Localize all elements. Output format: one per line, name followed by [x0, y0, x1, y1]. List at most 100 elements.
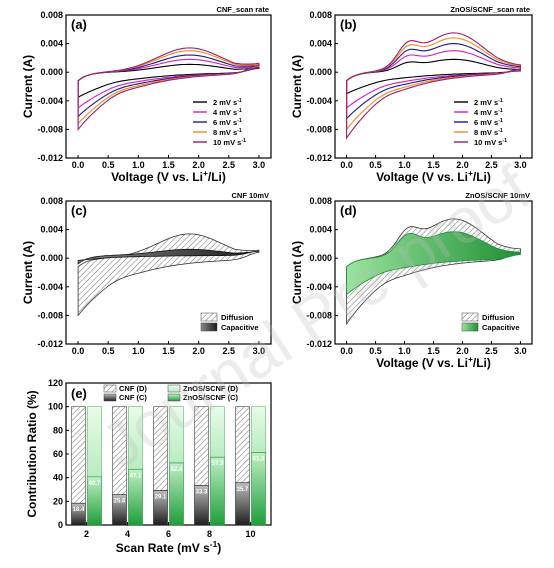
capacitive-area: [346, 231, 521, 296]
panel-a: 0.0 0.5 1.0 1.5 2.0 2.5 3.0 0.008 0.004 0.000 -0.0…: [21, 5, 272, 184]
legend-label: 8 mV s-1: [213, 128, 242, 137]
y-axis-label: Current (A): [290, 55, 304, 118]
y-axis-label: Current (A): [290, 241, 304, 304]
panel-label: (d): [340, 203, 357, 218]
bar-value-label: 61.3: [253, 456, 265, 462]
y-tick-label: -0.008: [37, 310, 63, 320]
x-tick-label: 1.5: [162, 346, 175, 356]
y-tick-label: 0: [58, 520, 63, 530]
plot-frame: [65, 14, 272, 159]
cv-series-line: [77, 50, 260, 126]
x-tick-label: 0.5: [369, 346, 382, 356]
legend-label: CNF (C): [119, 393, 147, 402]
legend-label: Diffusion: [221, 313, 254, 322]
cv-series-line: [77, 54, 260, 118]
legend-label: 4 mV s-1: [474, 108, 503, 117]
bar-cnf-capacitive: [71, 502, 86, 526]
panel-label: (b): [340, 17, 357, 32]
x-tick-label: 1.0: [398, 346, 411, 356]
y-tick-label: -0.012: [306, 153, 332, 163]
bar-value-label: 57.3: [212, 461, 224, 467]
x-tick-label: 1.0: [398, 160, 411, 170]
panel-title: CNF 10mV: [231, 191, 269, 200]
bar-znos-capacitive: [251, 452, 266, 526]
bar-value-label: 33.3: [196, 490, 208, 496]
bar-value-label: 35.7: [237, 487, 249, 493]
panel-c: 0.0 0.5 1.0 1.5 2.0 2.5 3.0 0.008 0.004 0.000 -0.0…: [21, 191, 272, 356]
legend-swatch: [167, 384, 181, 393]
x-tick-label: 3.0: [253, 346, 266, 356]
cv-series-line: [346, 50, 521, 110]
x-axis-label: Scan Rate (mV s-1): [116, 539, 222, 555]
x-tick-label: 0.5: [102, 160, 115, 170]
bar-znos-diffusion: [251, 406, 266, 453]
cv-series-line: [77, 58, 260, 109]
x-tick-label: 8: [207, 529, 212, 539]
bar-znos-capacitive: [169, 462, 184, 526]
legend-swatch: [461, 322, 479, 332]
x-tick-label: 3.0: [253, 160, 266, 170]
x-tick-label: 0.5: [102, 346, 115, 356]
legend-label: 4 mV s-1: [213, 108, 242, 117]
x-tick-label: 1.5: [427, 160, 440, 170]
legend-swatch: [461, 312, 479, 322]
legend-label: Capacitive: [221, 323, 259, 332]
y-tick-label: -0.004: [306, 96, 332, 106]
x-tick-label: 0.0: [340, 346, 353, 356]
y-tick-label: -0.004: [37, 282, 63, 292]
y-tick-label: 0.000: [309, 67, 332, 77]
x-tick-label: 0.0: [72, 346, 85, 356]
y-tick-label: 0.000: [309, 253, 332, 263]
y-tick-label: -0.012: [37, 153, 63, 163]
cv-series-line: [346, 58, 521, 95]
x-tick-label: 2.0: [456, 160, 469, 170]
y-tick-label: 60: [53, 449, 63, 459]
legend-label: CNF (D): [119, 384, 147, 393]
x-tick-label: 0.0: [72, 160, 85, 170]
x-tick-label: 2.5: [485, 160, 498, 170]
y-axis-label: Current (A): [21, 241, 35, 304]
x-tick-label: 2.0: [192, 346, 205, 356]
x-tick-label: 2.0: [456, 346, 469, 356]
y-tick-label: 0.008: [40, 196, 63, 206]
x-tick-label: 2.5: [485, 346, 498, 356]
legend-label: 6 mV s-1: [474, 118, 503, 127]
x-tick-label: 0.5: [369, 160, 382, 170]
cv-series-line: [77, 63, 260, 99]
panel-e: 0 20 40 60 80 100 120 2 18.4 40.7 4 25.6 47.1 6 29.1 52…: [25, 378, 272, 555]
y-axis-label: Current (A): [21, 55, 35, 118]
legend-label: 10 mV s-1: [213, 138, 246, 147]
x-axis-label: Voltage (V vs. Li+/Li): [376, 168, 491, 184]
bar-value-label: 29.1: [155, 495, 167, 501]
y-tick-label: -0.004: [37, 96, 63, 106]
legend-label: 10 mV s-1: [474, 138, 507, 147]
y-tick-label: 0.004: [309, 39, 332, 49]
bar-cnf-diffusion: [235, 406, 250, 484]
bar-cnf-capacitive: [153, 490, 168, 526]
y-tick-label: 0.008: [309, 10, 332, 20]
x-tick-label: 3.0: [514, 346, 527, 356]
panel-d: 0.0 0.5 1.0 1.5 2.0 2.5 3.0 0.008 0.004 0.000 -0.0…: [290, 191, 533, 370]
y-axis-label: Contribution Ratio (%): [25, 390, 39, 517]
x-tick-label: 2: [84, 529, 89, 539]
bar-value-label: 52.4: [171, 467, 183, 473]
x-tick-label: 6: [166, 529, 171, 539]
x-tick-label: 0.0: [340, 160, 353, 170]
y-tick-label: 20: [53, 496, 63, 506]
legend-swatch: [167, 393, 181, 402]
panel-title: ZnOS/SCNF 10mV: [465, 191, 530, 200]
bar-znos-capacitive: [210, 456, 225, 526]
panel-label: (c): [71, 203, 87, 218]
legend-swatch: [103, 384, 117, 393]
x-axis-label: Voltage (V vs. Li+/Li): [376, 354, 491, 370]
cv-series-line: [346, 32, 521, 140]
bar-cnf-capacitive: [194, 485, 209, 526]
x-tick-label: 4: [125, 529, 130, 539]
y-tick-label: 100: [48, 402, 63, 412]
y-tick-label: 0.000: [40, 253, 63, 263]
bar-cnf-capacitive: [235, 482, 250, 526]
y-tick-label: 0.004: [309, 225, 332, 235]
cv-series-line: [77, 47, 260, 131]
y-tick-label: 0.004: [40, 39, 63, 49]
